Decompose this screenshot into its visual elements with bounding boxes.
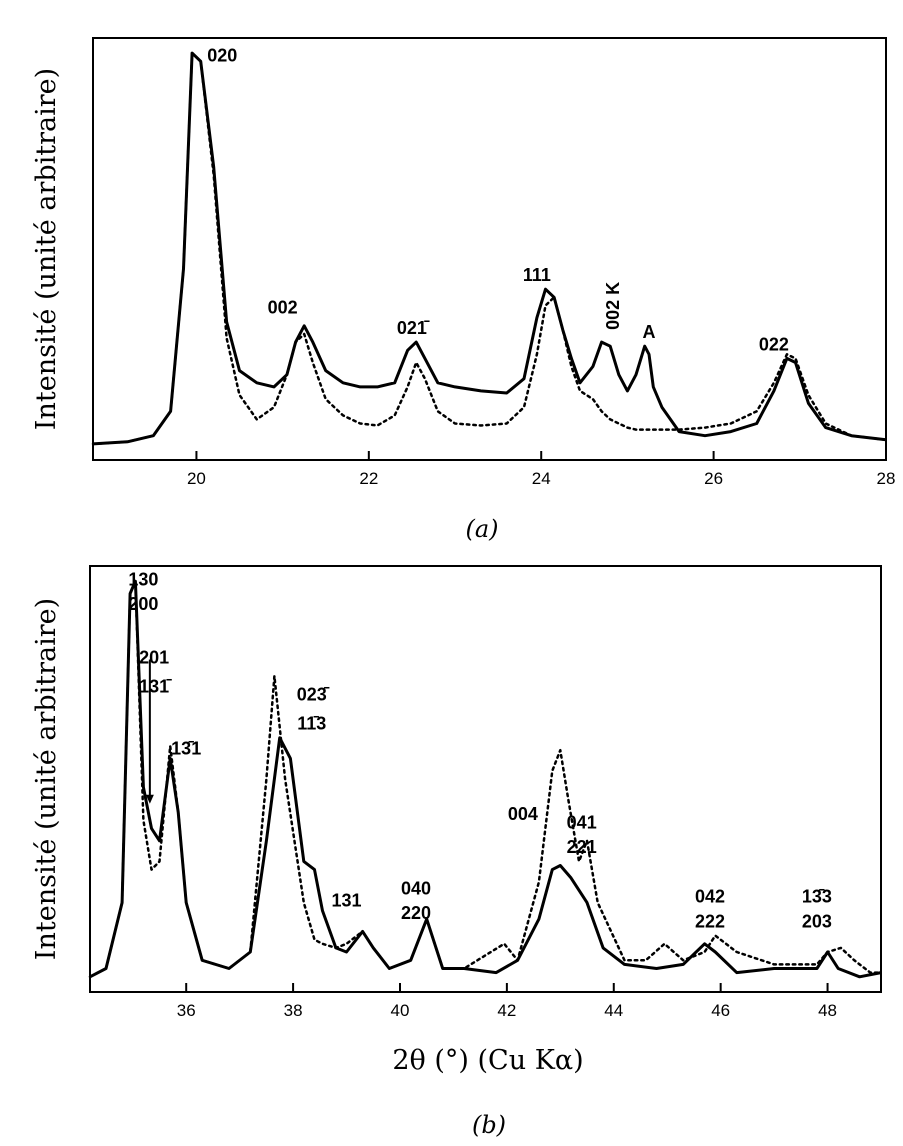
x-tick-label: 38 <box>284 1001 303 1020</box>
peak-label: 021̄ <box>397 318 430 338</box>
panel-a-ylabel: Intensité (unité arbitraire) <box>31 68 62 430</box>
solid-pattern-line <box>89 579 882 979</box>
peak-label: 13̄3 <box>802 887 832 907</box>
panel-a-peak-labels: 020 002 021̄ 111 002 K A 022 <box>207 45 789 354</box>
peak-label: 022 <box>759 334 789 354</box>
peak-label: 131 <box>331 891 361 911</box>
peak-label: 13̄1 <box>171 738 201 758</box>
peak-label: 040 <box>401 878 431 898</box>
peak-label: 203 <box>802 911 832 931</box>
dotted-pattern-line <box>88 579 883 979</box>
peak-label: 111 <box>523 265 551 285</box>
peak-label: 200 <box>128 594 158 614</box>
x-tick-label: 40 <box>391 1001 410 1020</box>
x-tick-label: 46 <box>711 1001 730 1020</box>
x-tick-label: 44 <box>604 1001 623 1020</box>
panel-b-frame <box>89 565 882 993</box>
peak-label: 002 <box>268 298 298 318</box>
peak-label: 222 <box>695 911 725 931</box>
peak-label: 201 <box>139 648 169 668</box>
panel-b-xticks: 36 38 40 42 44 46 48 <box>177 983 837 1020</box>
panel-b-ylabel: Intensité (unité arbitraire) <box>31 598 62 960</box>
peak-label: 11̄3 <box>297 714 326 734</box>
peak-label: 004 <box>508 804 538 824</box>
x-tick-label: 42 <box>497 1001 516 1020</box>
dotted-pattern-line <box>91 51 888 446</box>
panel-a: Intensité (unité arbitraire) 20 22 24 26 28 … <box>31 37 895 543</box>
x-tick-label: 36 <box>177 1001 196 1020</box>
peak-label: 220 <box>401 903 431 923</box>
peak-label: 131̄ <box>139 677 172 697</box>
peak-label: 020 <box>207 45 237 65</box>
x-tick-label: 22 <box>359 469 378 488</box>
peak-label: 002 K <box>603 282 623 330</box>
panel-a-xticks: 20 22 24 26 28 <box>187 451 895 488</box>
arrow-head-icon <box>145 794 154 804</box>
panel-a-caption: (a) <box>465 515 498 543</box>
panel-a-series <box>91 51 888 446</box>
peak-label: 042 <box>695 887 725 907</box>
x-tick-label: 24 <box>532 469 551 488</box>
x-tick-label: 20 <box>187 469 206 488</box>
solid-pattern-line <box>92 51 887 446</box>
peak-label: 130 <box>128 569 158 589</box>
panel-b: Intensité (unité arbitraire) 36 38 40 42 44 4… <box>31 565 883 1139</box>
panel-b-xlabel: 2θ (°) (Cu Kα) <box>392 1045 583 1076</box>
x-tick-label: 28 <box>877 469 896 488</box>
x-tick-label: 26 <box>704 469 723 488</box>
panel-b-series <box>88 579 883 979</box>
peak-label: 023̄ <box>297 685 330 705</box>
panel-a-frame <box>92 37 887 461</box>
panel-b-caption: (b) <box>472 1111 506 1139</box>
panel-b-peak-labels: 130 200 201 131̄ 13̄1 023̄ 11̄3 131 040 220 004 041… <box>128 569 832 931</box>
x-tick-label: 48 <box>818 1001 837 1020</box>
peak-label: 221 <box>567 837 597 857</box>
peak-label: A <box>643 322 656 342</box>
peak-label: 041 <box>567 812 597 832</box>
